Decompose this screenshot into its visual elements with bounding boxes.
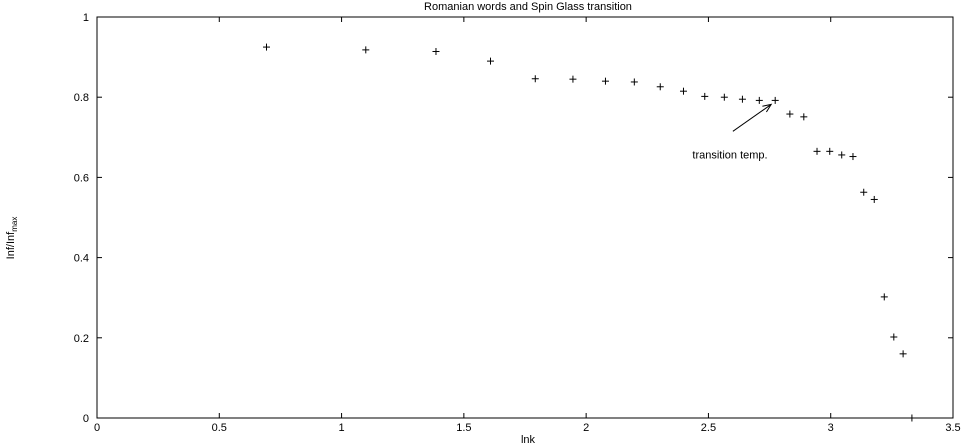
x-tick-label: 2.5 (701, 422, 716, 434)
data-point (487, 57, 495, 65)
data-point (630, 78, 638, 86)
data-point (908, 414, 916, 422)
annotations: transition temp. (692, 103, 773, 161)
x-axis: 0 0.5 1 1.5 2 2.5 3 3.5 (94, 17, 961, 434)
y-axis-label-main: Inf/Inf (5, 231, 17, 259)
data-point (838, 151, 846, 159)
data-point (786, 110, 794, 118)
data-point (813, 147, 821, 155)
y-axis-label-subscript: max (10, 217, 19, 232)
x-tick-label: 3.5 (945, 422, 960, 434)
x-axis-label: lnk (521, 434, 536, 446)
annotation-arrow (732, 103, 772, 132)
y-tick-label: 0.6 (74, 172, 89, 184)
plot-frame (96, 16, 954, 419)
data-point (880, 293, 888, 301)
data-point (656, 83, 664, 91)
data-point (826, 147, 834, 155)
data-point (432, 47, 440, 55)
y-axis: 0 0.2 0.4 0.6 0.8 1 (74, 12, 953, 425)
data-point (720, 93, 728, 101)
data-point (362, 46, 370, 54)
data-point (531, 75, 539, 83)
data-point (899, 350, 907, 358)
data-point (738, 95, 746, 103)
y-tick-label: 0.8 (74, 92, 89, 104)
x-tick-label: 0.5 (212, 422, 227, 434)
x-tick-label: 1.5 (456, 422, 471, 434)
data-points (262, 43, 916, 422)
y-tick-label: 1 (83, 12, 89, 24)
data-point (771, 96, 779, 104)
y-axis-label: Inf/Infmax (5, 217, 19, 260)
annotation-label: transition temp. (692, 149, 767, 161)
data-point (701, 92, 709, 100)
data-point (860, 188, 868, 196)
data-point (870, 195, 878, 203)
data-point (679, 87, 687, 95)
y-tick-label: 0.4 (74, 253, 89, 265)
data-point (890, 333, 898, 341)
data-point (800, 113, 808, 121)
x-tick-label: 2 (583, 422, 589, 434)
chart-title: Romanian words and Spin Glass transition (424, 1, 632, 13)
data-point (601, 77, 609, 85)
x-tick-label: 3 (828, 422, 834, 434)
y-tick-label: 0 (83, 413, 89, 425)
x-tick-label: 1 (339, 422, 345, 434)
data-point (262, 43, 270, 51)
x-tick-label: 0 (94, 422, 100, 434)
annotation-arrowhead (762, 103, 773, 113)
data-point (849, 153, 857, 161)
data-point (755, 96, 763, 104)
data-point (569, 75, 577, 83)
y-tick-label: 0.2 (74, 333, 89, 345)
